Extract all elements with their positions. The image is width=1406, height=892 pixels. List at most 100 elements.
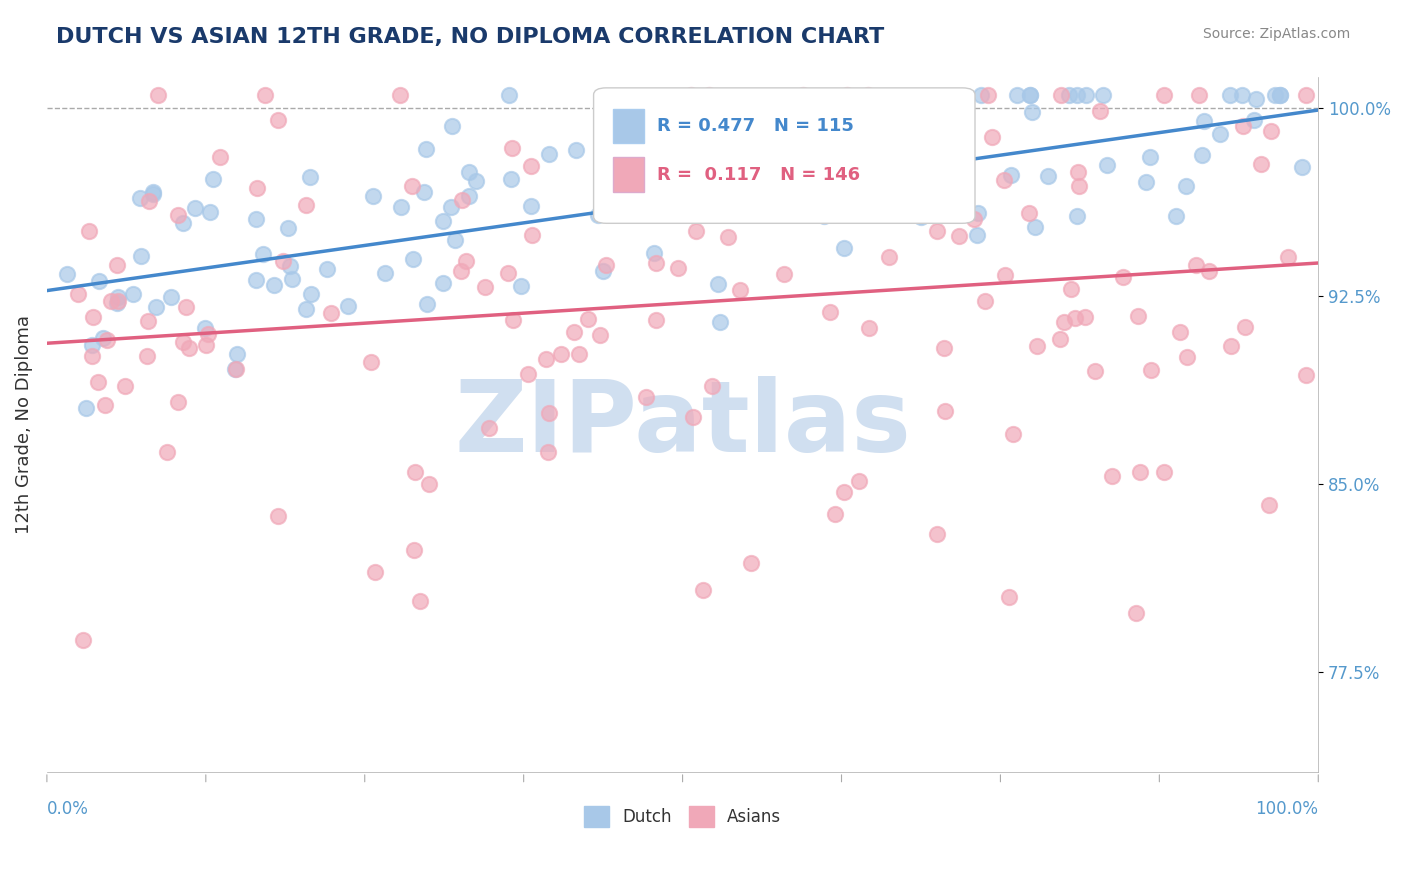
Point <box>1060 282 1083 296</box>
Point <box>280 260 302 274</box>
Point <box>156 445 179 459</box>
Bar <box>613 157 644 192</box>
Point <box>1101 469 1123 483</box>
Point <box>1050 87 1073 102</box>
Point <box>501 141 523 155</box>
Point <box>498 87 520 102</box>
FancyBboxPatch shape <box>593 87 974 223</box>
Point <box>537 146 560 161</box>
Point <box>432 276 454 290</box>
Point <box>925 225 948 239</box>
Point <box>138 314 160 328</box>
Point <box>794 145 817 160</box>
Point <box>1264 87 1286 102</box>
Point <box>198 205 221 219</box>
Point <box>496 267 519 281</box>
Point <box>1191 148 1213 162</box>
Point <box>586 208 609 222</box>
Point <box>755 147 778 161</box>
Point <box>89 273 111 287</box>
Point <box>924 172 946 186</box>
Point <box>1036 169 1059 183</box>
Point <box>252 247 274 261</box>
Point <box>1097 158 1119 172</box>
Point <box>538 406 561 420</box>
Point <box>179 341 201 355</box>
Point <box>848 474 870 488</box>
Point <box>879 204 901 219</box>
Point <box>882 105 904 120</box>
Point <box>634 390 657 404</box>
Point <box>1174 179 1197 194</box>
Point <box>418 477 440 491</box>
Point <box>672 106 695 120</box>
Point <box>932 194 955 209</box>
Point <box>315 262 337 277</box>
Point <box>973 293 995 308</box>
Point <box>1059 87 1081 102</box>
Point <box>1140 363 1163 377</box>
Point <box>208 150 231 164</box>
Point <box>588 327 610 342</box>
Point <box>1175 350 1198 364</box>
Point <box>1258 498 1281 512</box>
Point <box>1153 87 1175 102</box>
Point <box>706 277 728 291</box>
Point <box>1000 168 1022 182</box>
Point <box>550 347 572 361</box>
Point <box>845 154 868 169</box>
Point <box>1153 465 1175 479</box>
Point <box>1250 157 1272 171</box>
Point <box>832 485 855 500</box>
Point <box>1074 87 1097 102</box>
Point <box>1025 339 1047 353</box>
Point <box>75 401 97 416</box>
Point <box>773 267 796 281</box>
Point <box>80 349 103 363</box>
Point <box>413 186 436 200</box>
Point <box>1018 206 1040 220</box>
Point <box>851 149 873 163</box>
Point <box>679 87 702 102</box>
Point <box>415 142 437 156</box>
Point <box>1219 87 1241 102</box>
Point <box>839 130 862 145</box>
Point <box>374 267 396 281</box>
Point <box>856 87 879 102</box>
Point <box>1291 160 1313 174</box>
Point <box>1067 165 1090 179</box>
Point <box>1220 338 1243 352</box>
Point <box>682 409 704 424</box>
Point <box>94 399 117 413</box>
Point <box>245 180 267 194</box>
Point <box>107 290 129 304</box>
Point <box>626 94 648 108</box>
Point <box>966 227 988 242</box>
Point <box>948 228 970 243</box>
Point <box>737 184 759 198</box>
Point <box>1019 87 1042 102</box>
Point <box>1188 87 1211 102</box>
Point <box>458 188 481 202</box>
Point <box>1021 105 1043 120</box>
Point <box>709 315 731 329</box>
Point <box>1230 87 1253 102</box>
Point <box>389 87 412 102</box>
Point <box>105 296 128 310</box>
Point <box>998 591 1021 605</box>
Point <box>970 87 993 102</box>
Point <box>172 216 194 230</box>
Point <box>703 134 725 148</box>
Point <box>1126 310 1149 324</box>
Point <box>806 95 828 109</box>
Point <box>568 347 591 361</box>
Point <box>946 169 969 184</box>
Y-axis label: 12th Grade, No Diploma: 12th Grade, No Diploma <box>15 315 32 534</box>
Text: 0.0%: 0.0% <box>46 800 89 818</box>
Point <box>666 260 689 275</box>
Point <box>105 258 128 272</box>
Point <box>1091 87 1114 102</box>
Point <box>643 245 665 260</box>
Point <box>706 187 728 202</box>
Point <box>245 273 267 287</box>
